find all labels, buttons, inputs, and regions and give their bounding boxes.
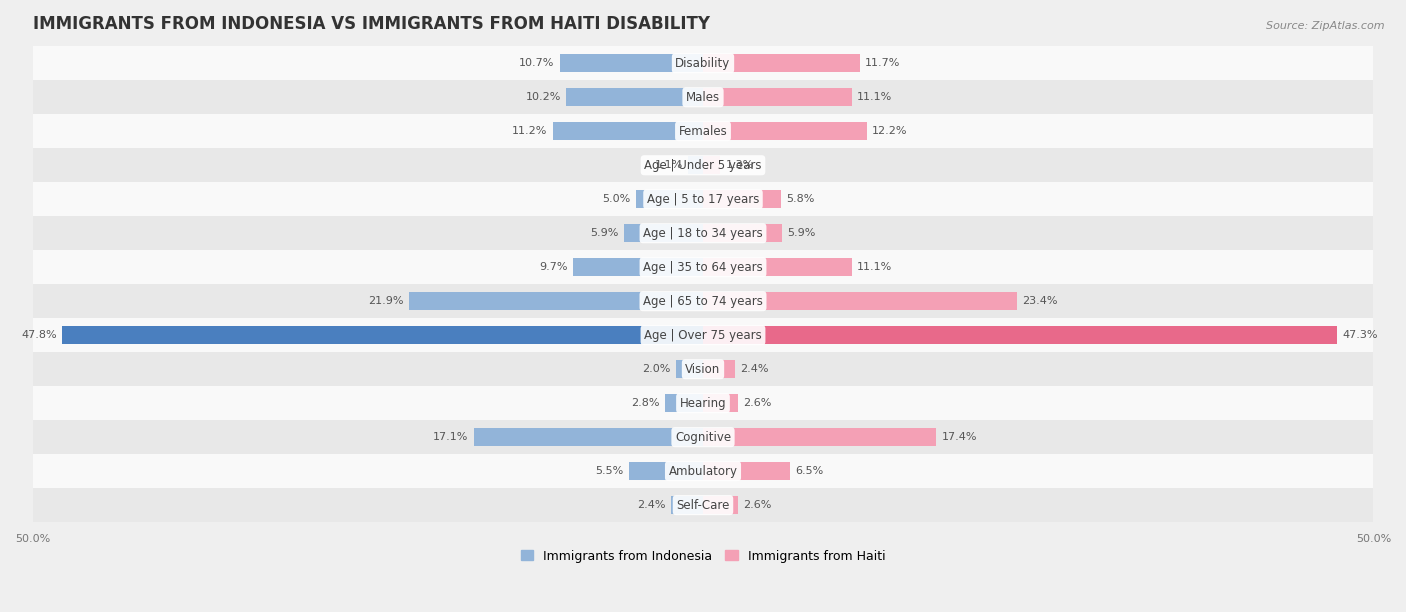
Text: 17.1%: 17.1% (433, 432, 468, 442)
Bar (567, 88, 703, 106)
Bar (703, 496, 738, 514)
Bar (560, 54, 703, 72)
Legend: Immigrants from Indonesia, Immigrants from Haiti: Immigrants from Indonesia, Immigrants fr… (516, 545, 890, 567)
Text: Females: Females (679, 125, 727, 138)
Text: 6.5%: 6.5% (796, 466, 824, 476)
Text: 10.7%: 10.7% (519, 58, 554, 69)
Bar (32, 352, 1374, 386)
Bar (703, 258, 852, 276)
Text: Age | Under 5 years: Age | Under 5 years (644, 159, 762, 172)
Bar (703, 394, 738, 412)
Bar (409, 293, 703, 310)
Text: 9.7%: 9.7% (538, 262, 568, 272)
Text: 21.9%: 21.9% (368, 296, 404, 306)
Bar (62, 326, 703, 344)
Text: Males: Males (686, 91, 720, 104)
Bar (636, 190, 703, 208)
Text: Age | 18 to 34 years: Age | 18 to 34 years (643, 226, 763, 240)
Bar (703, 122, 866, 140)
Text: 47.3%: 47.3% (1343, 330, 1378, 340)
Text: 11.2%: 11.2% (512, 126, 547, 136)
Text: 17.4%: 17.4% (942, 432, 977, 442)
Text: Vision: Vision (685, 363, 721, 376)
Bar (32, 284, 1374, 318)
Bar (703, 190, 780, 208)
Text: 11.1%: 11.1% (858, 92, 893, 102)
Text: Ambulatory: Ambulatory (668, 465, 738, 477)
Text: Age | 65 to 74 years: Age | 65 to 74 years (643, 295, 763, 308)
Bar (32, 182, 1374, 216)
Bar (32, 454, 1374, 488)
Text: 2.0%: 2.0% (643, 364, 671, 374)
Bar (32, 318, 1374, 352)
Text: 1.1%: 1.1% (655, 160, 683, 170)
Bar (703, 326, 1337, 344)
Bar (703, 54, 860, 72)
Text: 2.6%: 2.6% (744, 500, 772, 510)
Text: Age | 35 to 64 years: Age | 35 to 64 years (643, 261, 763, 274)
Bar (553, 122, 703, 140)
Bar (32, 114, 1374, 148)
Bar (32, 420, 1374, 454)
Bar (703, 88, 852, 106)
Text: 5.8%: 5.8% (786, 194, 814, 204)
Text: Disability: Disability (675, 57, 731, 70)
Bar (703, 428, 936, 446)
Text: 2.4%: 2.4% (741, 364, 769, 374)
Text: Source: ZipAtlas.com: Source: ZipAtlas.com (1267, 21, 1385, 31)
Bar (32, 386, 1374, 420)
Text: 11.7%: 11.7% (865, 58, 901, 69)
Bar (703, 293, 1017, 310)
Text: 5.0%: 5.0% (602, 194, 631, 204)
Bar (574, 258, 703, 276)
Bar (703, 225, 782, 242)
Bar (474, 428, 703, 446)
Text: Age | Over 75 years: Age | Over 75 years (644, 329, 762, 341)
Bar (624, 225, 703, 242)
Text: 2.6%: 2.6% (744, 398, 772, 408)
Bar (32, 148, 1374, 182)
Bar (703, 360, 735, 378)
Bar (32, 216, 1374, 250)
Text: 47.8%: 47.8% (21, 330, 56, 340)
Text: 1.3%: 1.3% (725, 160, 754, 170)
Bar (32, 80, 1374, 114)
Text: 12.2%: 12.2% (872, 126, 907, 136)
Bar (665, 394, 703, 412)
Text: 23.4%: 23.4% (1022, 296, 1057, 306)
Bar (689, 157, 703, 174)
Bar (32, 47, 1374, 80)
Text: IMMIGRANTS FROM INDONESIA VS IMMIGRANTS FROM HAITI DISABILITY: IMMIGRANTS FROM INDONESIA VS IMMIGRANTS … (32, 15, 710, 33)
Bar (630, 462, 703, 480)
Text: 5.9%: 5.9% (787, 228, 815, 238)
Bar (32, 250, 1374, 284)
Bar (703, 157, 720, 174)
Text: Self-Care: Self-Care (676, 499, 730, 512)
Bar (32, 488, 1374, 522)
Bar (671, 496, 703, 514)
Text: 5.9%: 5.9% (591, 228, 619, 238)
Text: 5.5%: 5.5% (596, 466, 624, 476)
Bar (676, 360, 703, 378)
Bar (703, 462, 790, 480)
Text: Cognitive: Cognitive (675, 431, 731, 444)
Text: 2.8%: 2.8% (631, 398, 659, 408)
Text: 11.1%: 11.1% (858, 262, 893, 272)
Text: Age | 5 to 17 years: Age | 5 to 17 years (647, 193, 759, 206)
Text: 10.2%: 10.2% (526, 92, 561, 102)
Text: 2.4%: 2.4% (637, 500, 665, 510)
Text: Hearing: Hearing (679, 397, 727, 409)
